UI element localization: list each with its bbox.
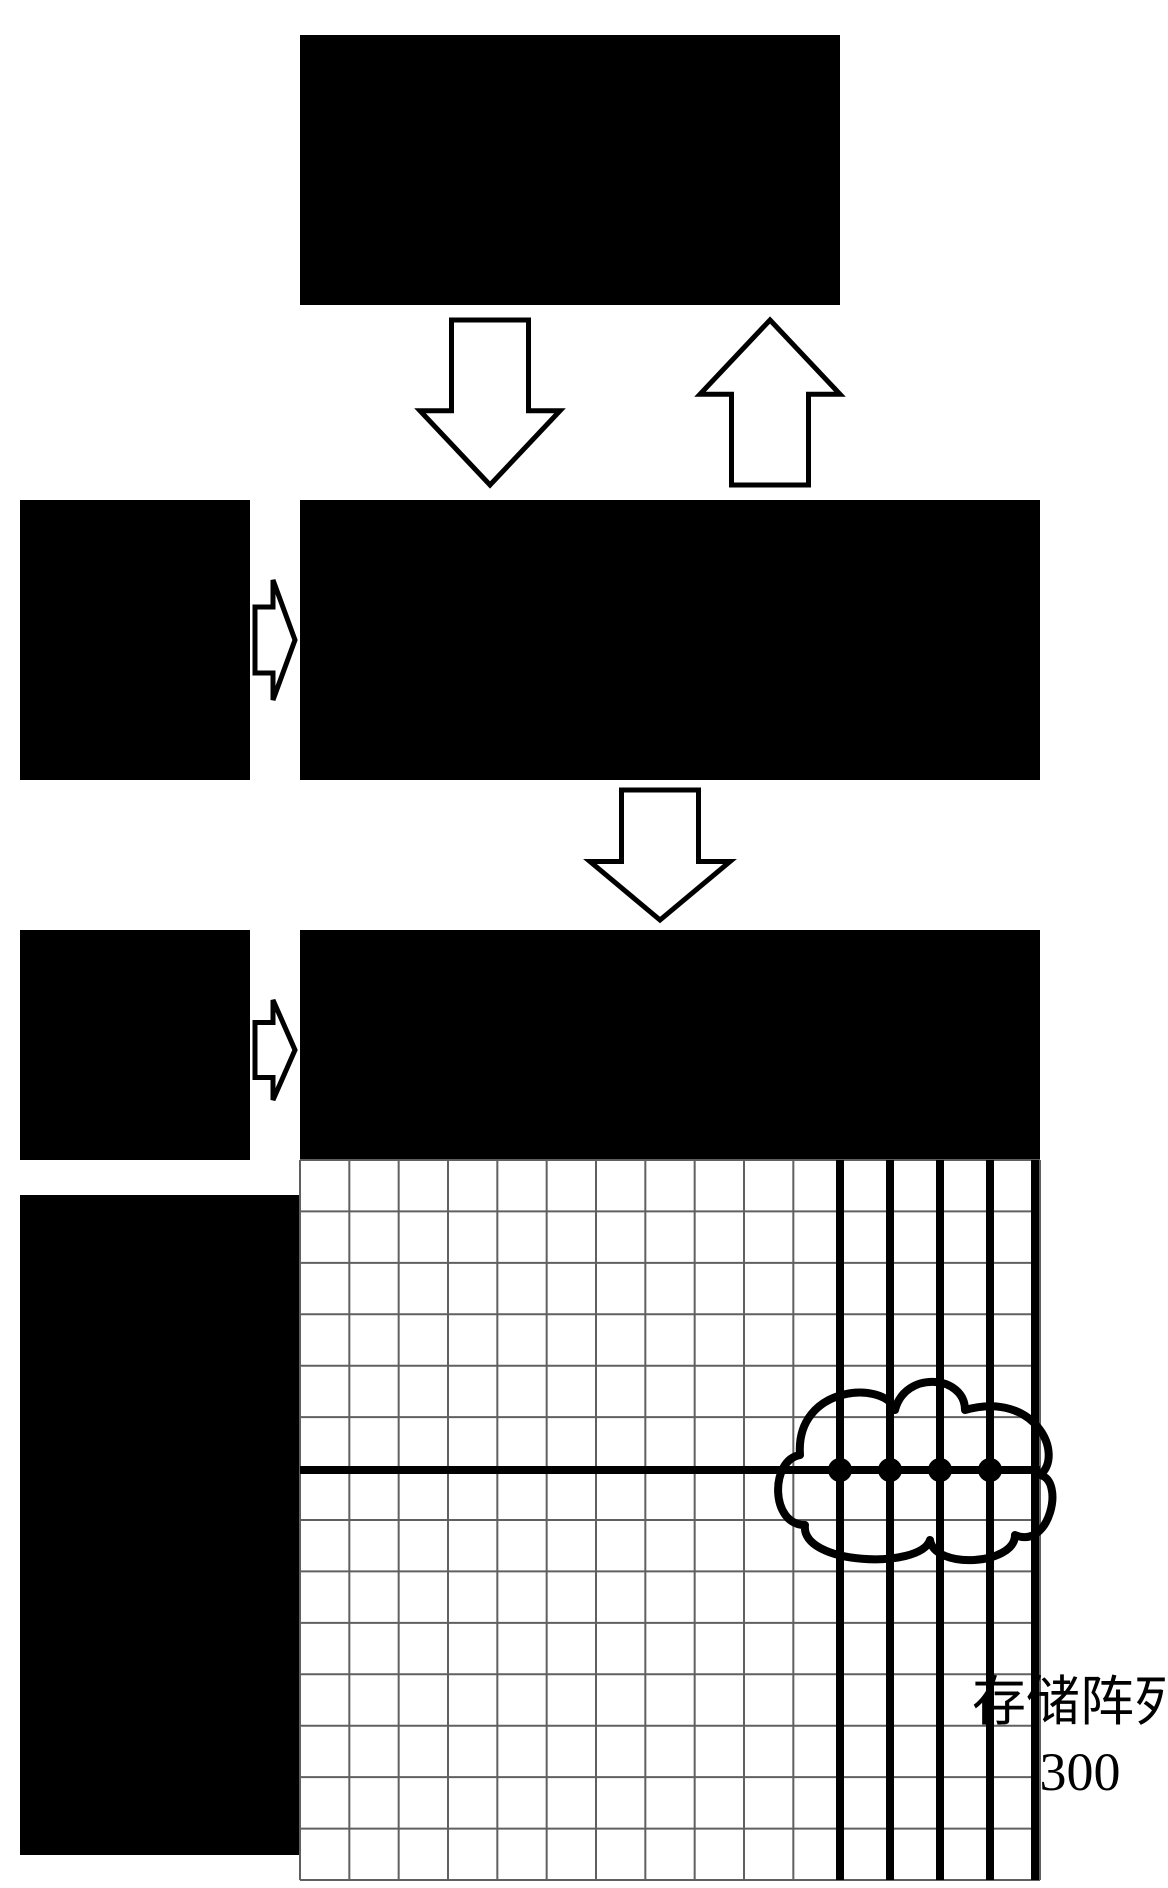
block-low_main — [300, 930, 1040, 1160]
grid-layer — [300, 1160, 1040, 1880]
intersection-dot-3 — [978, 1458, 1002, 1482]
block-bottom_left — [20, 1195, 300, 1855]
arrow-top_up — [700, 320, 840, 485]
labels-layer: 存储阵列 300 — [972, 1672, 1168, 1802]
block-mid_main — [300, 500, 1040, 780]
block-top — [300, 35, 840, 305]
block-low_left — [20, 930, 250, 1160]
arrow-top_down — [420, 320, 560, 485]
intersection-dot-0 — [828, 1458, 852, 1482]
arrow-mid_down — [590, 790, 730, 920]
block-mid_left — [20, 500, 250, 780]
arrow-left_to_mid — [255, 580, 295, 700]
intersection-dot-2 — [928, 1458, 952, 1482]
array-label-line1: 存储阵列 — [972, 1672, 1168, 1732]
arrow-left_to_low — [255, 1000, 295, 1100]
intersection-dot-1 — [878, 1458, 902, 1482]
array-label-line2: 300 — [1040, 1742, 1121, 1802]
diagram-canvas: 存储阵列 300 — [0, 0, 1168, 1888]
